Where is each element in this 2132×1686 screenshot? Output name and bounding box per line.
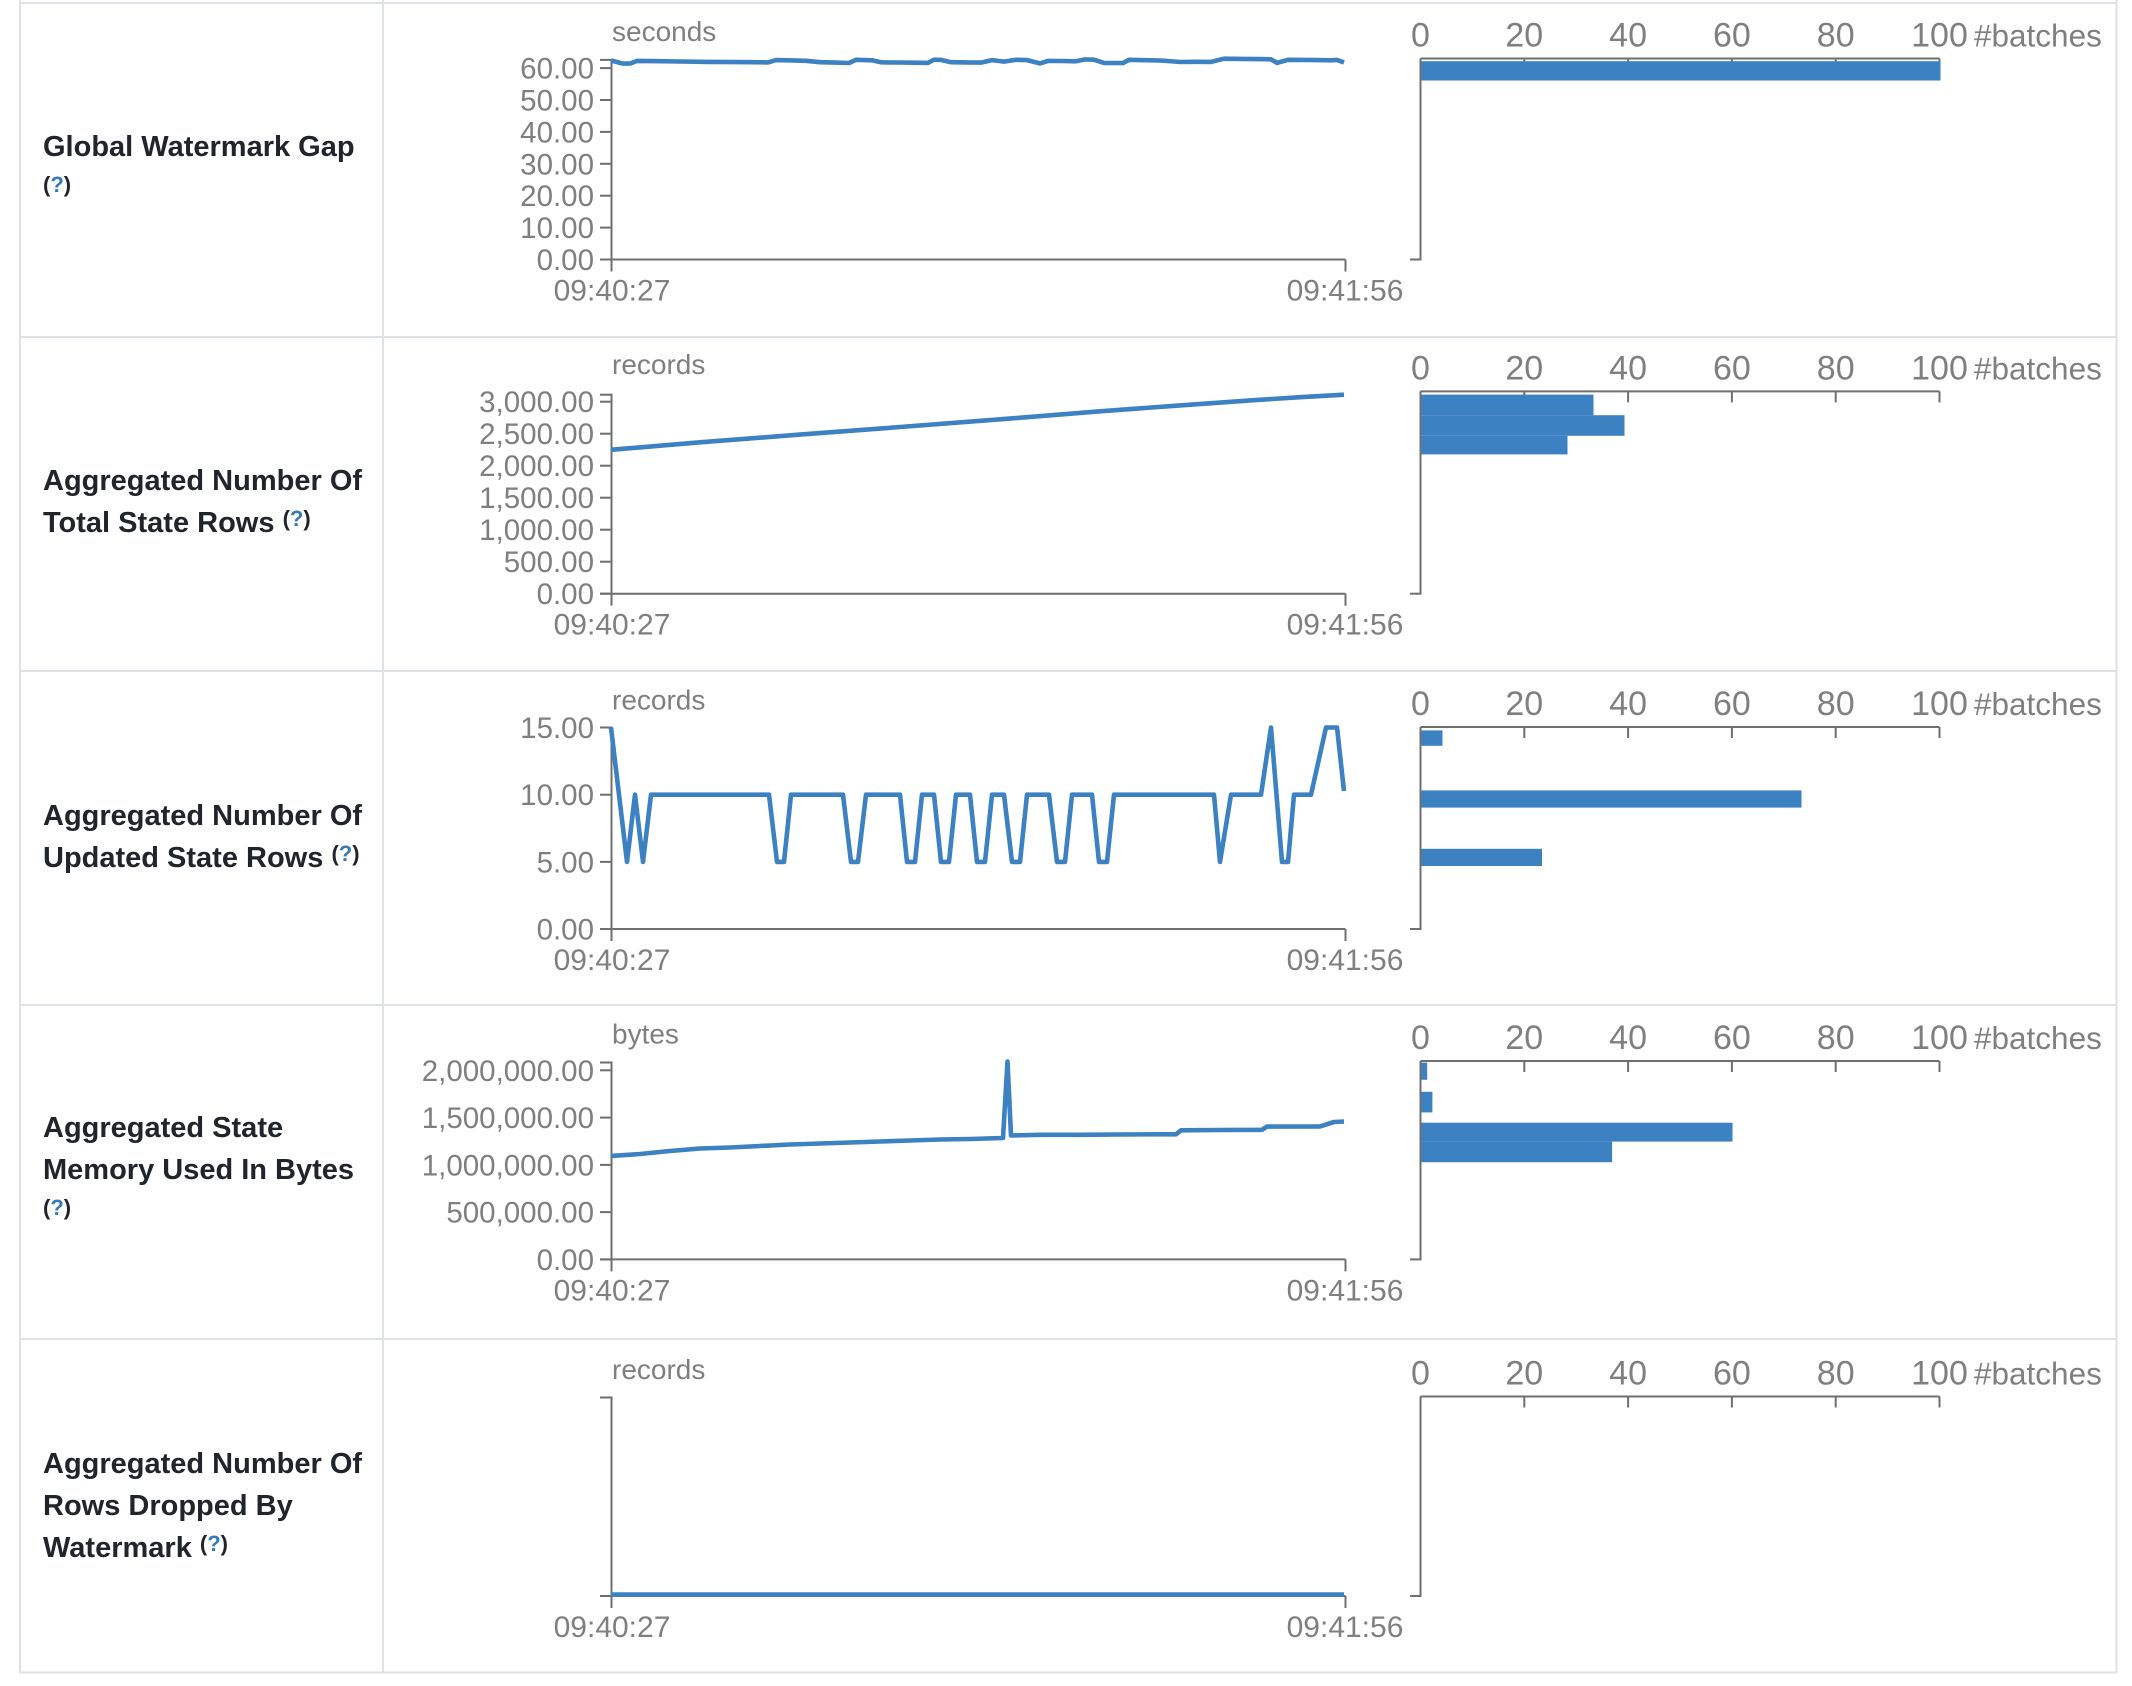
svg-text:bytes: bytes <box>612 1019 679 1050</box>
svg-text:80: 80 <box>1817 17 1855 55</box>
svg-text:#batches: #batches <box>1974 686 2102 722</box>
svg-text:09:41:56: 09:41:56 <box>1287 944 1404 977</box>
svg-text:100: 100 <box>1911 349 1968 387</box>
svg-text:1,000,000.00: 1,000,000.00 <box>422 1149 594 1182</box>
svg-text:0.00: 0.00 <box>537 914 594 947</box>
svg-text:80: 80 <box>1817 1019 1855 1057</box>
svg-text:2,000,000.00: 2,000,000.00 <box>422 1055 594 1088</box>
svg-text:09:40:27: 09:40:27 <box>554 609 671 642</box>
svg-text:40: 40 <box>1609 685 1647 723</box>
svg-text:3,000.00: 3,000.00 <box>479 386 594 419</box>
svg-text:50.00: 50.00 <box>520 85 594 118</box>
svg-text:20: 20 <box>1505 685 1543 723</box>
svg-text:2,500.00: 2,500.00 <box>479 418 594 451</box>
svg-text:09:40:27: 09:40:27 <box>554 275 671 308</box>
svg-text:09:41:56: 09:41:56 <box>1287 275 1404 308</box>
svg-text:#batches: #batches <box>1974 18 2102 54</box>
svg-text:records: records <box>612 1354 705 1385</box>
svg-text:40: 40 <box>1609 1355 1647 1393</box>
svg-text:60: 60 <box>1713 349 1751 387</box>
svg-text:20: 20 <box>1505 1355 1543 1393</box>
svg-text:20.00: 20.00 <box>520 180 594 213</box>
svg-text:09:40:27: 09:40:27 <box>554 1274 671 1307</box>
svg-text:1,500,000.00: 1,500,000.00 <box>422 1102 594 1135</box>
svg-text:60: 60 <box>1713 685 1751 723</box>
svg-text:#batches: #batches <box>1974 350 2102 386</box>
svg-text:10.00: 10.00 <box>520 212 594 245</box>
svg-text:1,500.00: 1,500.00 <box>479 482 594 515</box>
svg-text:0.00: 0.00 <box>537 1244 594 1277</box>
svg-text:20: 20 <box>1505 1019 1543 1057</box>
svg-text:5.00: 5.00 <box>537 846 594 879</box>
svg-text:20: 20 <box>1505 349 1543 387</box>
svg-text:500,000.00: 500,000.00 <box>446 1197 594 1230</box>
svg-text:0: 0 <box>1411 1019 1430 1057</box>
svg-text:09:40:27: 09:40:27 <box>554 944 671 977</box>
svg-text:100: 100 <box>1911 1019 1968 1057</box>
svg-text:2,000.00: 2,000.00 <box>479 450 594 483</box>
svg-text:100: 100 <box>1911 17 1968 55</box>
svg-text:records: records <box>612 685 705 716</box>
svg-text:records: records <box>612 349 705 380</box>
svg-text:100: 100 <box>1911 1355 1968 1393</box>
svg-text:0: 0 <box>1411 17 1430 55</box>
svg-text:100: 100 <box>1911 685 1968 723</box>
svg-text:09:41:56: 09:41:56 <box>1287 609 1404 642</box>
svg-text:#batches: #batches <box>1974 1356 2102 1392</box>
svg-text:30.00: 30.00 <box>520 148 594 181</box>
svg-text:09:40:27: 09:40:27 <box>554 1611 671 1644</box>
svg-text:60.00: 60.00 <box>520 53 594 86</box>
svg-text:1,000.00: 1,000.00 <box>479 514 594 547</box>
svg-text:80: 80 <box>1817 1355 1855 1393</box>
svg-text:40: 40 <box>1609 1019 1647 1057</box>
svg-text:500.00: 500.00 <box>504 546 594 579</box>
svg-text:0: 0 <box>1411 349 1430 387</box>
svg-text:20: 20 <box>1505 17 1543 55</box>
svg-text:40: 40 <box>1609 17 1647 55</box>
svg-text:0: 0 <box>1411 1355 1430 1393</box>
svg-text:seconds: seconds <box>612 16 716 47</box>
svg-text:60: 60 <box>1713 17 1751 55</box>
svg-text:40.00: 40.00 <box>520 116 594 149</box>
svg-text:60: 60 <box>1713 1019 1751 1057</box>
svg-text:0: 0 <box>1411 685 1430 723</box>
svg-text:0.00: 0.00 <box>537 578 594 611</box>
svg-text:80: 80 <box>1817 349 1855 387</box>
svg-text:80: 80 <box>1817 685 1855 723</box>
svg-text:09:41:56: 09:41:56 <box>1287 1274 1404 1307</box>
svg-text:#batches: #batches <box>1974 1020 2102 1056</box>
svg-text:09:41:56: 09:41:56 <box>1287 1611 1404 1644</box>
svg-text:10.00: 10.00 <box>520 779 594 812</box>
svg-text:40: 40 <box>1609 349 1647 387</box>
svg-text:15.00: 15.00 <box>520 712 594 745</box>
svg-text:60: 60 <box>1713 1355 1751 1393</box>
svg-text:0.00: 0.00 <box>537 244 594 277</box>
